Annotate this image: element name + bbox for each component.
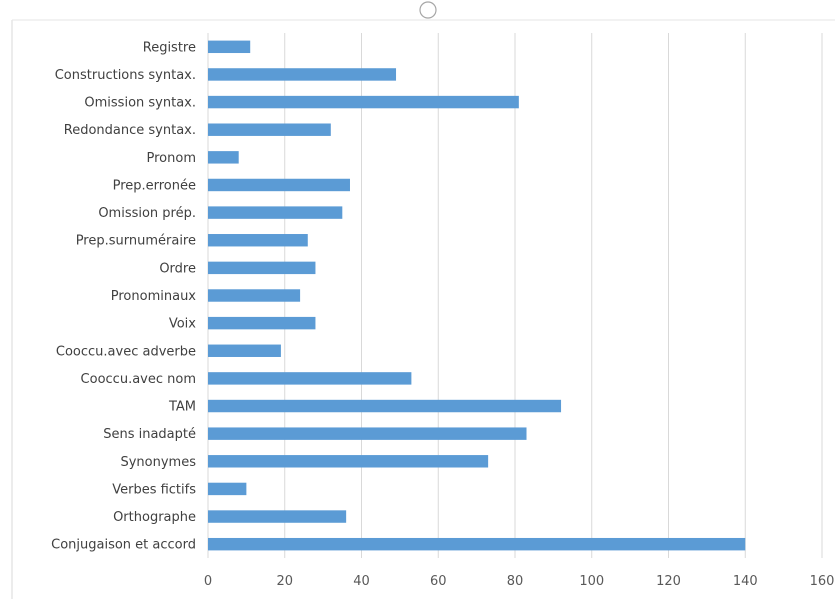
x-tick-label: 20 bbox=[276, 574, 293, 589]
category-label: Prep.erronée bbox=[113, 178, 196, 193]
category-label: Cooccu.avec nom bbox=[81, 372, 196, 387]
category-label: TAM bbox=[168, 400, 196, 415]
x-tick-label: 60 bbox=[430, 574, 447, 589]
x-tick-label: 0 bbox=[204, 574, 212, 589]
x-axis-tick-labels: 0 20 40 60 80 100 120 140 160 bbox=[204, 574, 835, 589]
bar bbox=[208, 399, 562, 413]
bar bbox=[208, 68, 397, 81]
category-label: Voix bbox=[169, 317, 196, 332]
bar bbox=[208, 316, 316, 330]
category-labels: Registre Constructions syntax. Omission sy… bbox=[51, 40, 196, 552]
category-label: Ordre bbox=[159, 261, 196, 276]
bar bbox=[208, 344, 281, 357]
category-label: Omission prép. bbox=[98, 206, 196, 221]
frame-handle bbox=[419, 1, 437, 19]
x-tick-label: 160 bbox=[810, 574, 835, 589]
category-label: Redondance syntax. bbox=[64, 123, 196, 138]
bars bbox=[208, 40, 746, 551]
category-label: Pronom bbox=[147, 151, 196, 166]
category-label: Sens inadapté bbox=[103, 427, 196, 442]
category-label: Verbes fictifs bbox=[112, 482, 196, 497]
category-label: Orthographe bbox=[113, 510, 196, 525]
gridlines bbox=[207, 33, 823, 558]
bar bbox=[208, 372, 412, 385]
category-label: Pronominaux bbox=[111, 289, 197, 304]
x-tick-label: 140 bbox=[733, 574, 758, 589]
bar bbox=[208, 427, 527, 440]
category-label: Registre bbox=[143, 40, 196, 55]
bar bbox=[208, 537, 746, 551]
category-label: Cooccu.avec adverbe bbox=[56, 344, 196, 359]
category-label: Prep.surnuméraire bbox=[76, 234, 196, 249]
x-tick-label: 120 bbox=[656, 574, 681, 589]
bar bbox=[208, 455, 489, 468]
bar bbox=[208, 261, 316, 275]
category-label: Conjugaison et accord bbox=[51, 538, 196, 553]
bar bbox=[208, 40, 251, 54]
category-label: Synonymes bbox=[120, 455, 196, 470]
bar bbox=[208, 510, 347, 523]
bar bbox=[208, 206, 343, 219]
bar bbox=[208, 151, 239, 164]
bar bbox=[208, 178, 350, 192]
x-tick-label: 80 bbox=[507, 574, 524, 589]
x-tick-label: 40 bbox=[353, 574, 370, 589]
x-tick-label: 100 bbox=[579, 574, 604, 589]
category-label: Constructions syntax. bbox=[55, 68, 196, 83]
category-label: Omission syntax. bbox=[84, 96, 196, 111]
bar bbox=[208, 234, 308, 247]
bar bbox=[208, 123, 331, 136]
bar bbox=[208, 482, 247, 496]
bar bbox=[208, 289, 301, 302]
bar bbox=[208, 95, 519, 109]
